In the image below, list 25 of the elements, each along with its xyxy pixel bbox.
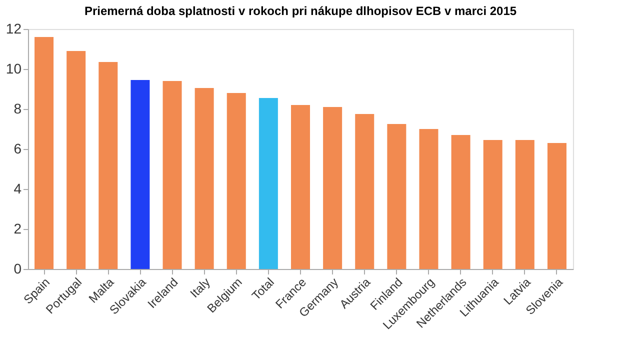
bar bbox=[483, 140, 502, 269]
bar bbox=[258, 98, 278, 269]
bar bbox=[130, 80, 150, 269]
bar bbox=[34, 37, 54, 269]
y-tick-label: 0 bbox=[14, 260, 22, 276]
y-tick-label: 12 bbox=[6, 20, 22, 36]
bar bbox=[451, 135, 470, 269]
bar bbox=[387, 124, 406, 269]
bar bbox=[323, 107, 342, 269]
bar bbox=[291, 105, 310, 269]
chart-title: Priemerná doba splatnosti v rokoch pri nákupe dlhopisov ECB v marci 2015 bbox=[84, 4, 517, 18]
bar bbox=[419, 129, 438, 269]
bar bbox=[355, 114, 374, 269]
y-tick-label: 2 bbox=[14, 220, 22, 236]
bar bbox=[226, 93, 246, 269]
y-tick-label: 6 bbox=[14, 140, 22, 156]
y-tick-label: 10 bbox=[6, 60, 22, 76]
bar bbox=[66, 51, 86, 269]
bar bbox=[547, 143, 566, 269]
bar bbox=[162, 81, 182, 269]
bar bbox=[98, 62, 118, 269]
bar bbox=[515, 140, 534, 269]
bar bbox=[194, 88, 214, 269]
y-tick-label: 8 bbox=[14, 100, 22, 116]
y-tick-label: 4 bbox=[14, 180, 22, 196]
